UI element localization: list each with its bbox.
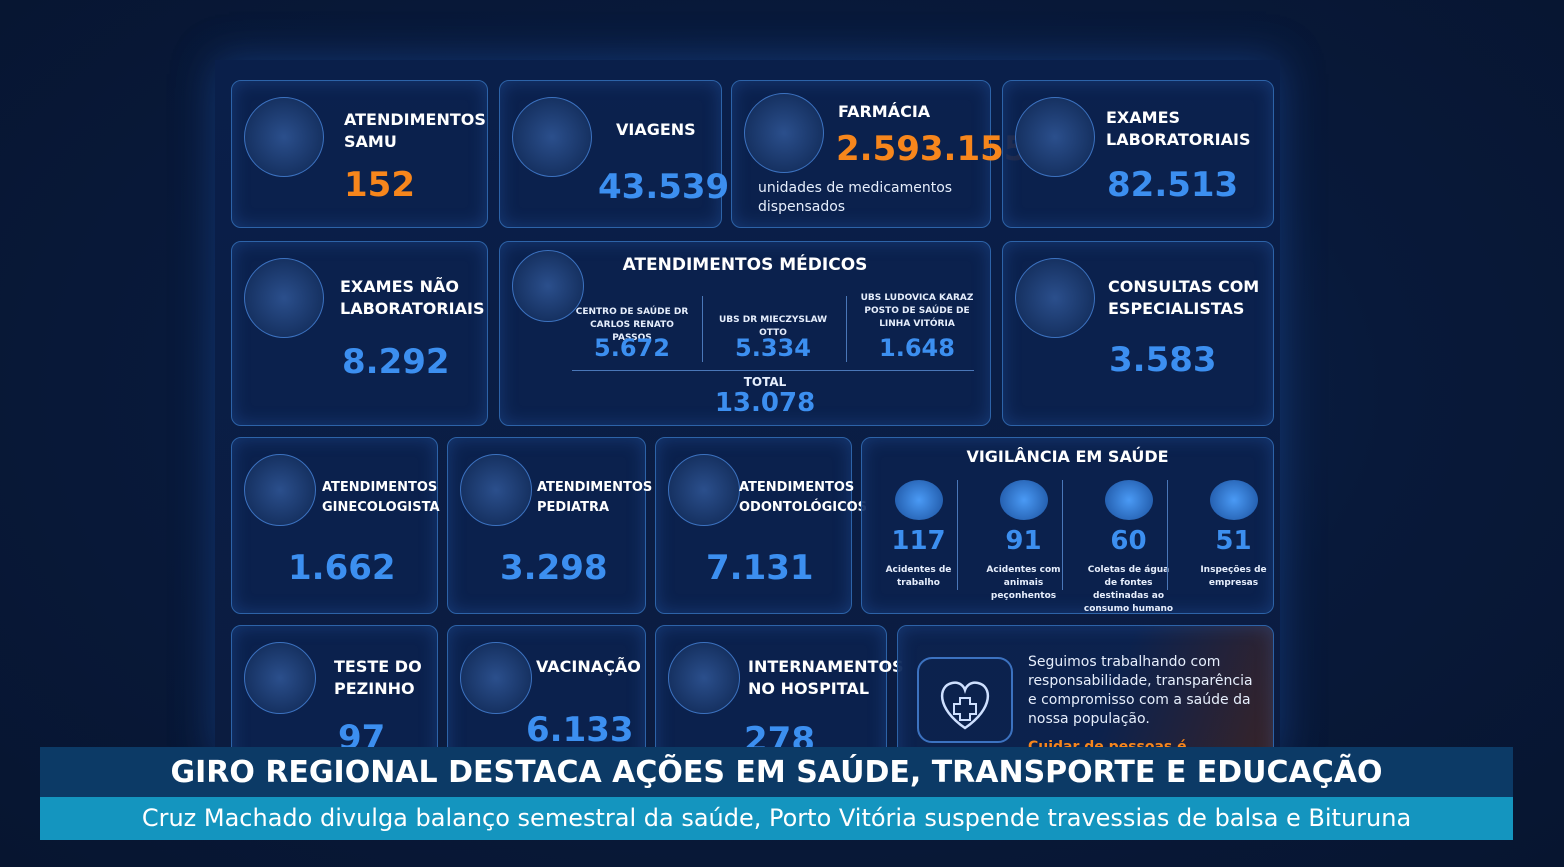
card-title: VIGILÂNCIA EM SAÚDE [966,447,1169,466]
item-icon [1209,480,1258,520]
item-label: Inspeções de empresas [1200,565,1267,588]
icon [1015,97,1095,177]
unit-name: CENTRO DE SAÚDE DR CARLOS RENATO PASSOS [575,307,689,343]
card-note: unidades de medicamentos dispensados [758,180,953,215]
card-title: TESTE DO PEZINHO [334,657,422,698]
icon [244,258,324,338]
infographic-panel: ATENDIMENTOS SAMU 152 VIAGENS 43.539 FAR… [215,60,1280,787]
card-title: ATENDIMENTOS GINECOLOGISTA [322,480,440,515]
headline-banner: GIRO REGIONAL DESTACA AÇÕES EM SAÚDE, TR… [40,747,1513,797]
card-value: 2.593.155 [836,129,1028,169]
card-title: INTERNAMENTOS NO HOSPITAL [748,657,904,698]
card-title: ATENDIMENTOS SAMU [344,110,486,151]
card: ATENDIMENTOS SAMU 152 [231,80,488,228]
unit-value: 5.334 [735,334,811,362]
card-title: EXAMES NÃO LABORATORIAIS [340,277,485,318]
item-value: 91 [1005,526,1042,556]
item-label: Acidentes de trabalho [885,565,952,588]
card-value: 6.133 [526,710,634,750]
message-text: Seguimos trabalhando com responsabilidad… [1028,654,1253,727]
card: FARMÁCIA 2.593.155 unidades de medicamen… [731,80,1027,228]
card-value: 1.662 [288,548,396,588]
card-value: 82.513 [1107,165,1239,205]
separator [702,296,703,362]
total-label: TOTAL [743,375,787,389]
icon [244,97,324,177]
card-title: CONSULTAS COM ESPECIALISTAS [1108,277,1260,318]
card: ATENDIMENTOS GINECOLOGISTA 1.662 [231,437,440,614]
card-title: VACINAÇÃO [536,657,641,676]
heart-icon [917,657,1013,743]
icon [668,454,740,526]
separator [957,480,958,590]
icon [744,93,824,173]
card-title: FARMÁCIA [838,102,931,121]
separator [1062,480,1063,590]
unit-value: 5.672 [594,334,670,362]
card-title: ATENDIMENTOS MÉDICOS [622,255,868,275]
card: VIAGENS 43.539 [499,80,729,228]
card-title: VIAGENS [616,120,696,139]
card-value: 8.292 [342,342,450,382]
card: EXAMES LABORATORIAIS 82.513 [1002,80,1274,228]
total-value: 13.078 [714,388,816,418]
card: EXAMES NÃO LABORATORIAIS 8.292 [231,241,488,426]
item-label: Acidentes com animais peçonhentos [986,565,1061,601]
subline-banner: Cruz Machado divulga balanço semestral d… [40,797,1513,840]
item-icon [894,480,943,520]
item-value: 60 [1110,526,1147,556]
unit-name: UBS DR MIECZYSLAW OTTO [718,315,828,338]
separator [846,296,847,362]
card-value: 3.583 [1109,340,1217,380]
item-value: 51 [1215,526,1252,556]
icon [1015,258,1095,338]
icon [244,642,316,714]
card: ATENDIMENTOS ODONTOLÓGICOS 7.131 [655,437,868,614]
card: CONSULTAS COM ESPECIALISTAS 3.583 [1002,241,1274,426]
card-value: 152 [344,165,415,205]
card: ATENDIMENTOS MÉDICOS CENTRO DE SAÚDE DR … [499,241,991,426]
card-title: EXAMES LABORATORIAIS [1106,108,1251,149]
icon [460,454,532,526]
item-icon [1104,480,1153,520]
item-value: 117 [891,526,946,556]
icon [244,454,316,526]
unit-value: 1.648 [879,334,955,362]
icon [460,642,532,714]
unit-name: UBS LUDOVICA KARAZ POSTO DE SAÚDE DE LIN… [860,293,974,329]
card-title: ATENDIMENTOS ODONTOLÓGICOS [739,480,868,515]
card-value: 3.298 [500,548,608,588]
card: VIGILÂNCIA EM SAÚDE 117 Acidentes de trab… [861,437,1274,614]
icon [668,642,740,714]
card-title: ATENDIMENTOS PEDIATRA [537,480,653,515]
icon [512,250,584,322]
separator [1167,480,1168,590]
card-value: 7.131 [706,548,814,588]
item-icon [999,480,1048,520]
separator [572,370,974,371]
card: ATENDIMENTOS PEDIATRA 3.298 [447,437,653,614]
item-label: Coletas de água de fontes destinadas ao … [1083,565,1174,614]
card-value: 43.539 [598,167,730,207]
icon [512,97,592,177]
